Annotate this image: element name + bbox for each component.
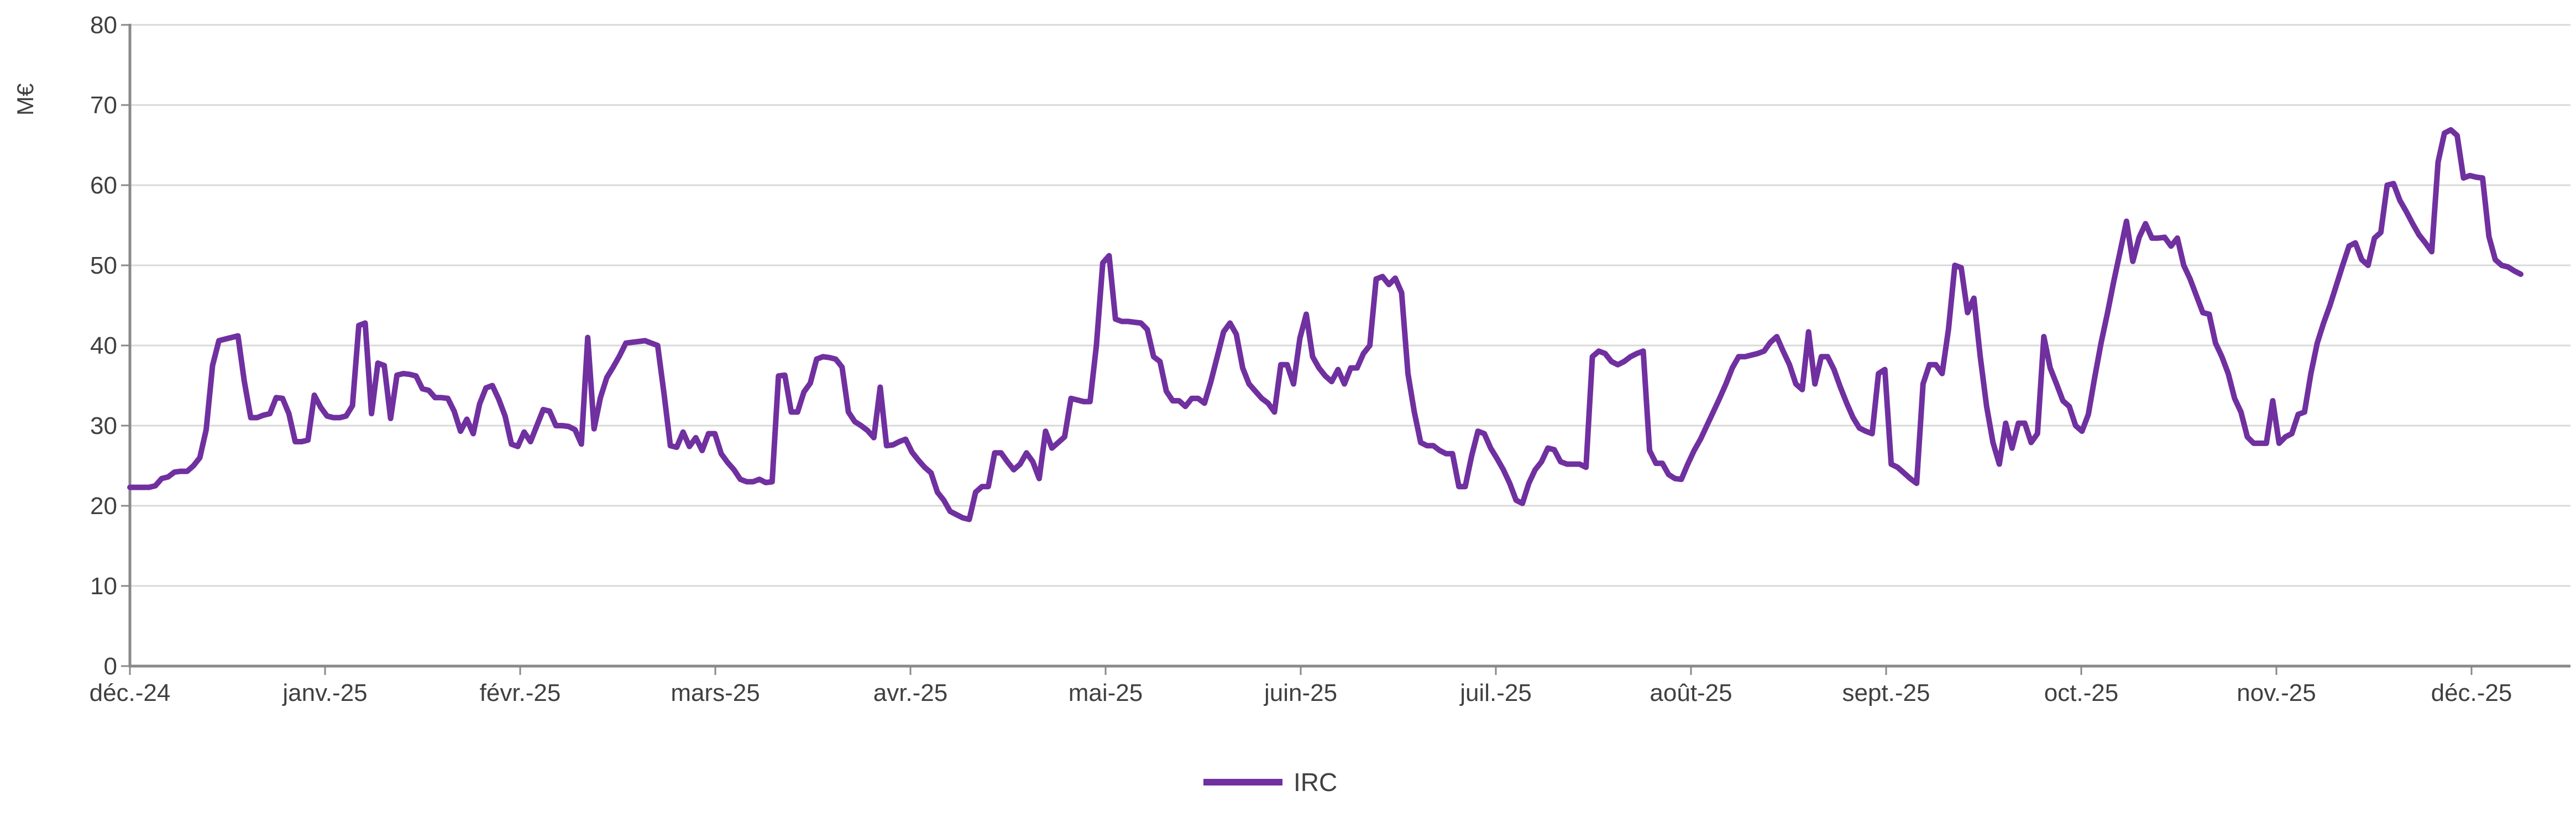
x-tick-label: avr.-25	[873, 679, 948, 706]
y-axis-title: M€	[12, 83, 38, 116]
x-tick-label: nov.-25	[2237, 679, 2316, 706]
x-tick-label: déc.-24	[90, 679, 171, 706]
y-tick-label: 30	[90, 412, 117, 439]
y-tick-label: 10	[90, 573, 117, 600]
data-series-line	[127, 127, 2523, 522]
x-tick-label: mai-25	[1069, 679, 1143, 706]
y-axis-tick-labels: 0 10 20 30 40 50 60 70 80	[90, 12, 117, 680]
y-tick-label: 40	[90, 332, 117, 359]
x-tick-label: sept.-25	[1842, 679, 1930, 706]
x-tick-label: août-25	[1650, 679, 1732, 706]
x-tick-label: juil.-25	[1459, 679, 1532, 706]
y-tick-label: 80	[90, 12, 117, 39]
x-tick-label: juin-25	[1263, 679, 1337, 706]
legend-label: IRC	[1294, 768, 1337, 797]
series-line-irc	[127, 127, 2523, 522]
x-tick-label: déc.-25	[2431, 679, 2512, 706]
x-tick-label: janv.-25	[281, 679, 367, 706]
legend: IRC	[1203, 768, 1337, 797]
x-tick-label: oct.-25	[2044, 679, 2119, 706]
y-tick-label: 50	[90, 252, 117, 279]
y-tick-label: 20	[90, 493, 117, 520]
y-tick-label: 60	[90, 172, 117, 199]
x-axis-tick-labels: déc.-24 janv.-25 févr.-25 mars-25 avr.-25 mai…	[90, 679, 2512, 706]
y-tick-label: 0	[104, 653, 117, 680]
x-tick-label: févr.-25	[480, 679, 561, 706]
gridlines	[130, 24, 2570, 587]
x-tick-label: mars-25	[671, 679, 760, 706]
y-tick-label: 70	[90, 92, 117, 119]
axes	[121, 24, 2570, 675]
